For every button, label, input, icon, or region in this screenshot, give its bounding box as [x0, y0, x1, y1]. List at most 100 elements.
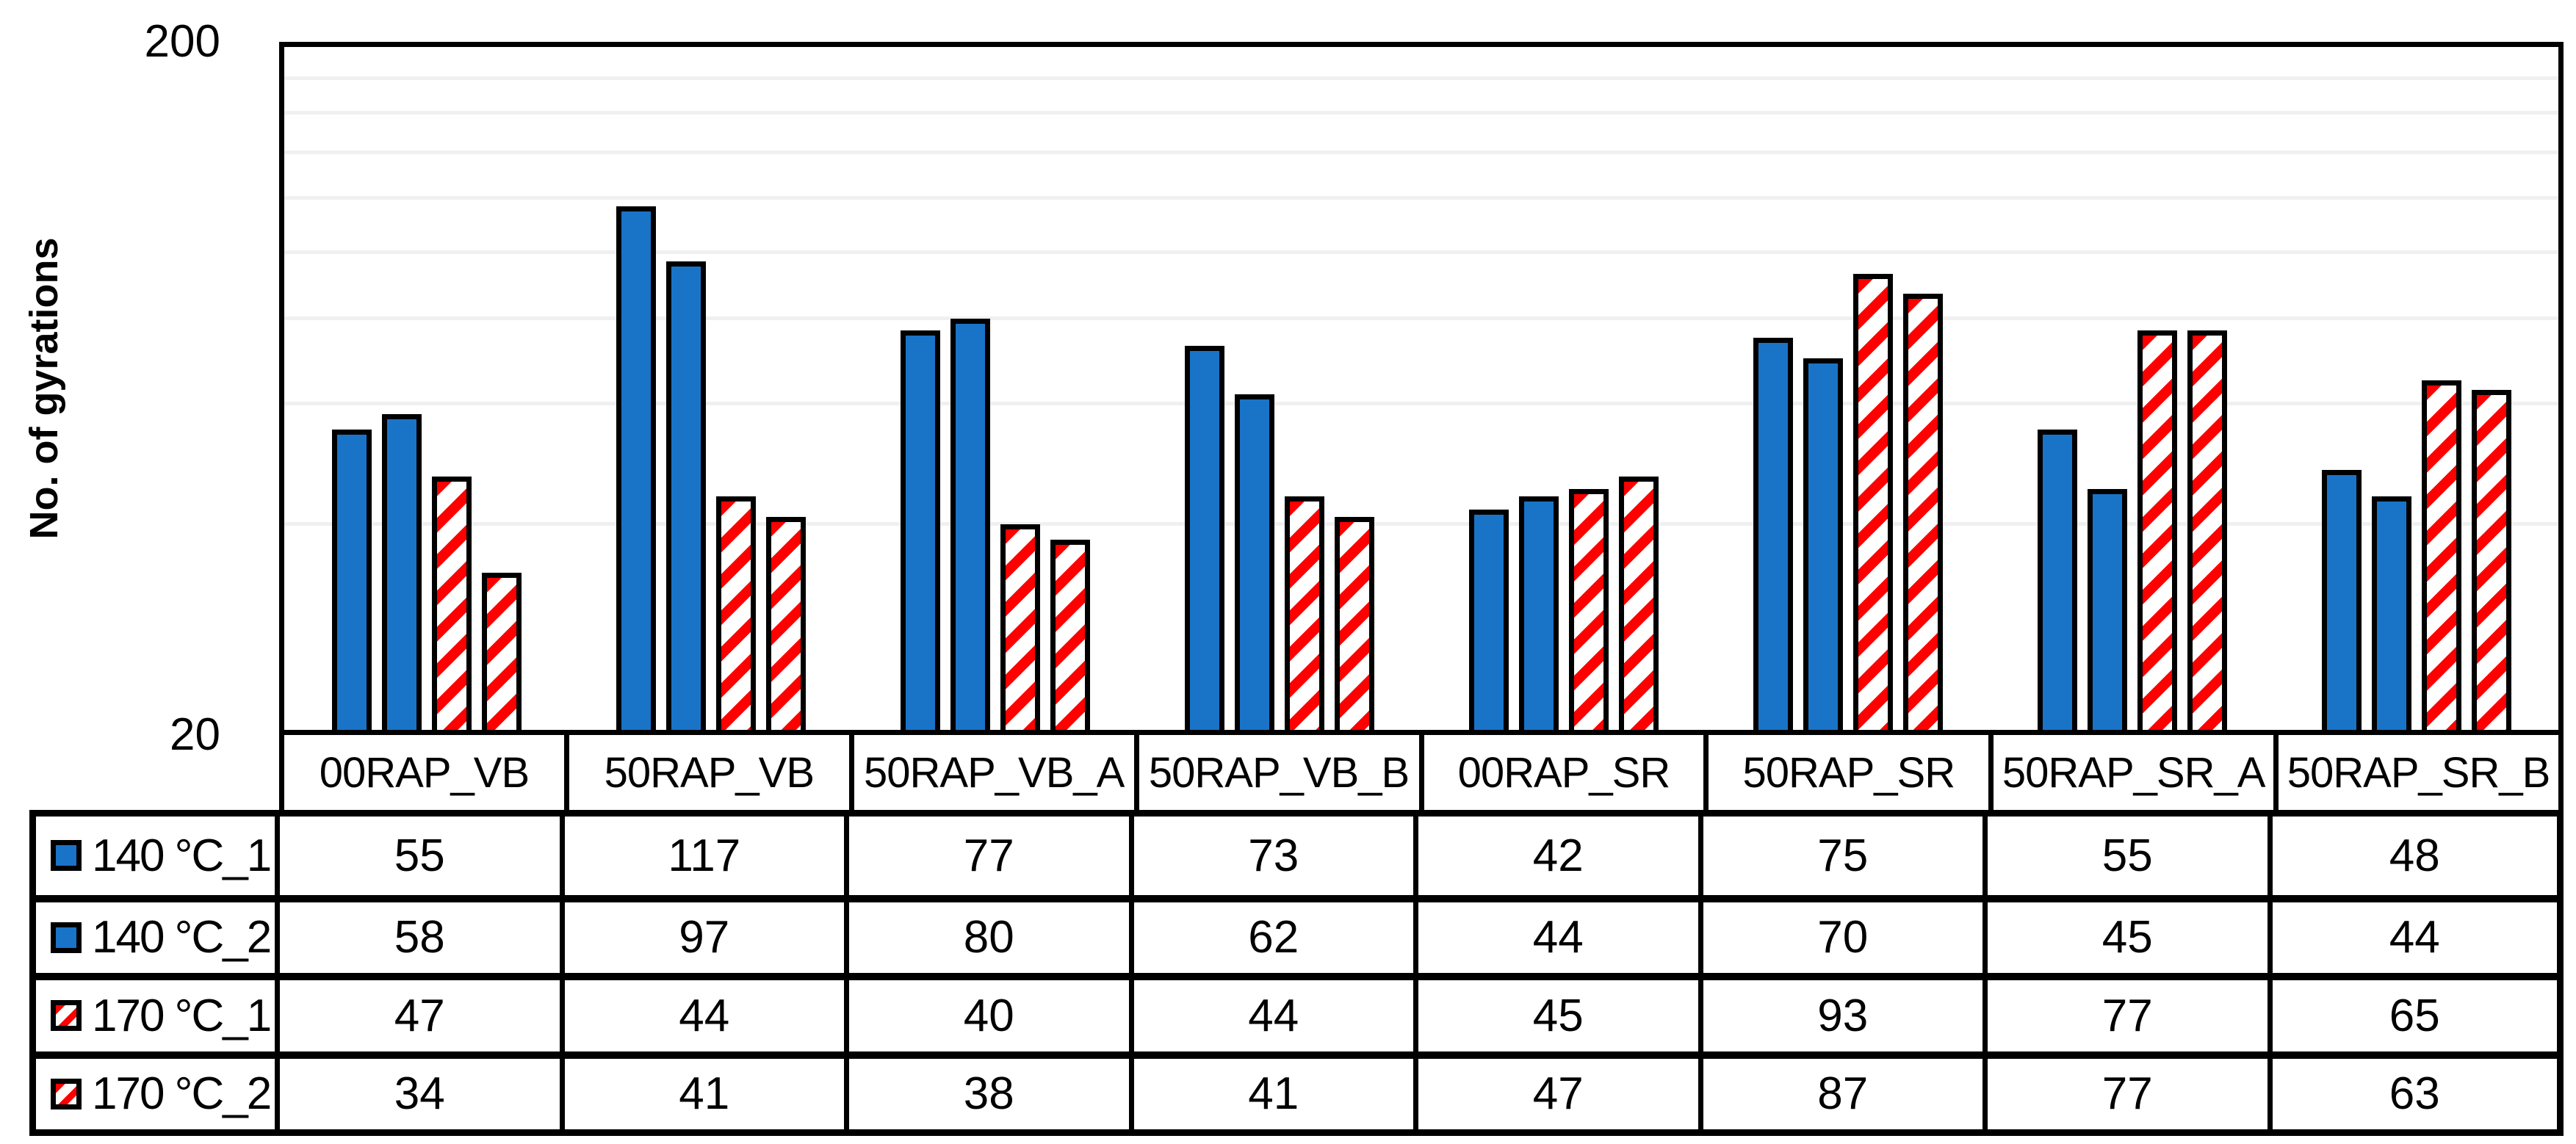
table-value-cell: 65: [2272, 973, 2557, 1051]
table-value-cell: 58: [280, 894, 565, 973]
table-value-cell: 42: [1418, 817, 1703, 895]
bar-series1-50RAP_SR_A: [2037, 430, 2077, 730]
series-row-header-1: 140 °C_1: [36, 817, 280, 895]
series-name-label: 170 °C_1: [92, 990, 272, 1041]
bar-series2-50RAP_SR_B: [2371, 496, 2411, 730]
series-row-header-3: 170 °C_1: [36, 973, 280, 1051]
bar-series3-50RAP_VB_A: [1000, 524, 1040, 730]
series-name-label: 140 °C_1: [92, 830, 272, 881]
table-value-cell: 77: [1988, 973, 2273, 1051]
gridline-140: [284, 151, 2558, 155]
bar-series4-50RAP_VB_A: [1050, 539, 1090, 730]
bar-group-50RAP_VB_A: [853, 47, 1137, 730]
table-value-cell: 40: [849, 973, 1134, 1051]
table-value-cell: 73: [1134, 817, 1418, 895]
table-value-cell: 47: [1418, 1051, 1703, 1129]
table-value-cell: 44: [564, 973, 849, 1051]
bar-group-50RAP_SR_B: [2274, 47, 2558, 730]
table-value-cell: 70: [1703, 894, 1988, 973]
bar-group-50RAP_VB: [569, 47, 853, 730]
bar-series2-00RAP_VB: [381, 413, 422, 730]
legend-swatch-solid-blue-icon: [51, 922, 82, 953]
category-label-50RAP_SR_A: 50RAP_SR_A: [1994, 735, 2279, 810]
gridline-40: [284, 522, 2558, 526]
gridline-180: [284, 76, 2558, 80]
category-axis: 00RAP_VB 50RAP_VB 50RAP_VB_A 50RAP_VB_B 00RA…: [279, 735, 2564, 810]
table-value-cell: 87: [1703, 1051, 1988, 1129]
bar-group-50RAP_SR_A: [1990, 47, 2274, 730]
category-label-50RAP_VB_B: 50RAP_VB_B: [1139, 735, 1424, 810]
table-value-cell: 41: [564, 1051, 849, 1129]
bar-series4-50RAP_SR_B: [2471, 389, 2511, 730]
bar-series1-50RAP_SR: [1753, 338, 1793, 730]
table-value-cell: 62: [1133, 894, 1418, 973]
table-value-cell: 45: [1988, 894, 2273, 973]
series-name-label: 140 °C_2: [92, 912, 272, 963]
gridline-100: [284, 250, 2558, 254]
gridline-160: [284, 111, 2558, 115]
gridline-60: [284, 402, 2558, 406]
y-axis-title: No. of gyrations: [22, 237, 66, 540]
table-value-cell: 44: [2272, 894, 2557, 974]
data-table: 140 °C_1 55 117 77 73 42 75 55 48 140 °C_2 58 97 80 6…: [29, 810, 2564, 1136]
legend-swatch-striped-red-icon: [51, 1078, 82, 1109]
bar-series4-50RAP_VB_B: [1334, 517, 1374, 730]
y-tick-label-20: 20: [170, 709, 220, 760]
bar-series4-50RAP_SR: [1902, 294, 1943, 730]
bar-group-50RAP_VB_B: [1137, 47, 1421, 730]
gridline-80: [284, 316, 2558, 321]
category-label-50RAP_VB_A: 50RAP_VB_A: [854, 735, 1139, 810]
table-value-cell: 44: [1418, 894, 1703, 973]
table-value-cell: 48: [2389, 830, 2440, 881]
table-value-cell: 44: [1133, 973, 1418, 1051]
bar-series3-50RAP_VB_B: [1284, 496, 1324, 730]
bar-series3-50RAP_VB: [715, 496, 756, 730]
table-value-cell: 97: [564, 894, 849, 973]
table-value-cell: 41: [1133, 1051, 1418, 1129]
table-value-cell: 63: [2272, 1051, 2557, 1130]
table-value-cell: 93: [1703, 973, 1988, 1051]
category-label-00RAP_VB: 00RAP_VB: [284, 735, 569, 810]
category-label-50RAP_VB: 50RAP_VB: [569, 735, 854, 810]
plot-area: [279, 42, 2564, 735]
series-row-header-4: 170 °C_2: [36, 1051, 280, 1129]
bar-series2-00RAP_SR: [1518, 496, 1559, 730]
bar-series1-50RAP_VB_B: [1184, 346, 1224, 730]
bar-series4-50RAP_VB: [765, 517, 806, 730]
bar-series2-50RAP_SR: [1803, 358, 1843, 730]
table-value-cell: 34: [280, 1051, 565, 1129]
bar-series3-00RAP_SR: [1568, 489, 1609, 730]
bar-series3-50RAP_SR_A: [2137, 330, 2177, 730]
legend-swatch-striped-red-icon: [51, 1000, 82, 1032]
bar-series2-50RAP_VB: [665, 261, 706, 730]
bar-series2-50RAP_VB_A: [950, 319, 990, 730]
table-value-cell: 55: [280, 817, 565, 895]
series-row-header-2: 140 °C_2: [36, 894, 280, 973]
bar-series1-50RAP_VB_A: [900, 330, 940, 730]
table-value-cell: 77: [849, 817, 1134, 895]
gridline-120: [284, 196, 2558, 200]
table-value-cell: 77: [1988, 1051, 2273, 1129]
table-value-cell: 45: [1418, 973, 1703, 1051]
table-value-cell: 80: [849, 894, 1134, 973]
category-label-50RAP_SR: 50RAP_SR: [1709, 735, 1994, 810]
bar-series1-00RAP_VB: [331, 430, 372, 730]
bar-group-00RAP_VB: [284, 47, 569, 730]
category-label-00RAP_SR: 00RAP_SR: [1424, 735, 1709, 810]
table-value-cell: 75: [1703, 817, 1988, 895]
bar-series4-50RAP_SR_A: [2187, 330, 2227, 730]
bar-series4-00RAP_VB: [481, 572, 522, 730]
bar-series3-00RAP_VB: [431, 476, 472, 730]
table-value-cell: 47: [280, 973, 565, 1051]
bar-group-50RAP_SR: [1706, 47, 1990, 730]
bar-series4-00RAP_SR: [1618, 476, 1659, 730]
bar-group-00RAP_SR: [1421, 47, 1706, 730]
bar-series2-50RAP_SR_A: [2087, 489, 2127, 730]
bar-series3-50RAP_SR: [1852, 274, 1893, 730]
series-name-label: 170 °C_2: [92, 1068, 272, 1120]
bar-series1-50RAP_VB: [616, 206, 656, 730]
bar-series1-00RAP_SR: [1468, 510, 1509, 730]
bar-series1-50RAP_SR_B: [2321, 470, 2362, 730]
y-tick-label-200: 200: [144, 16, 220, 67]
